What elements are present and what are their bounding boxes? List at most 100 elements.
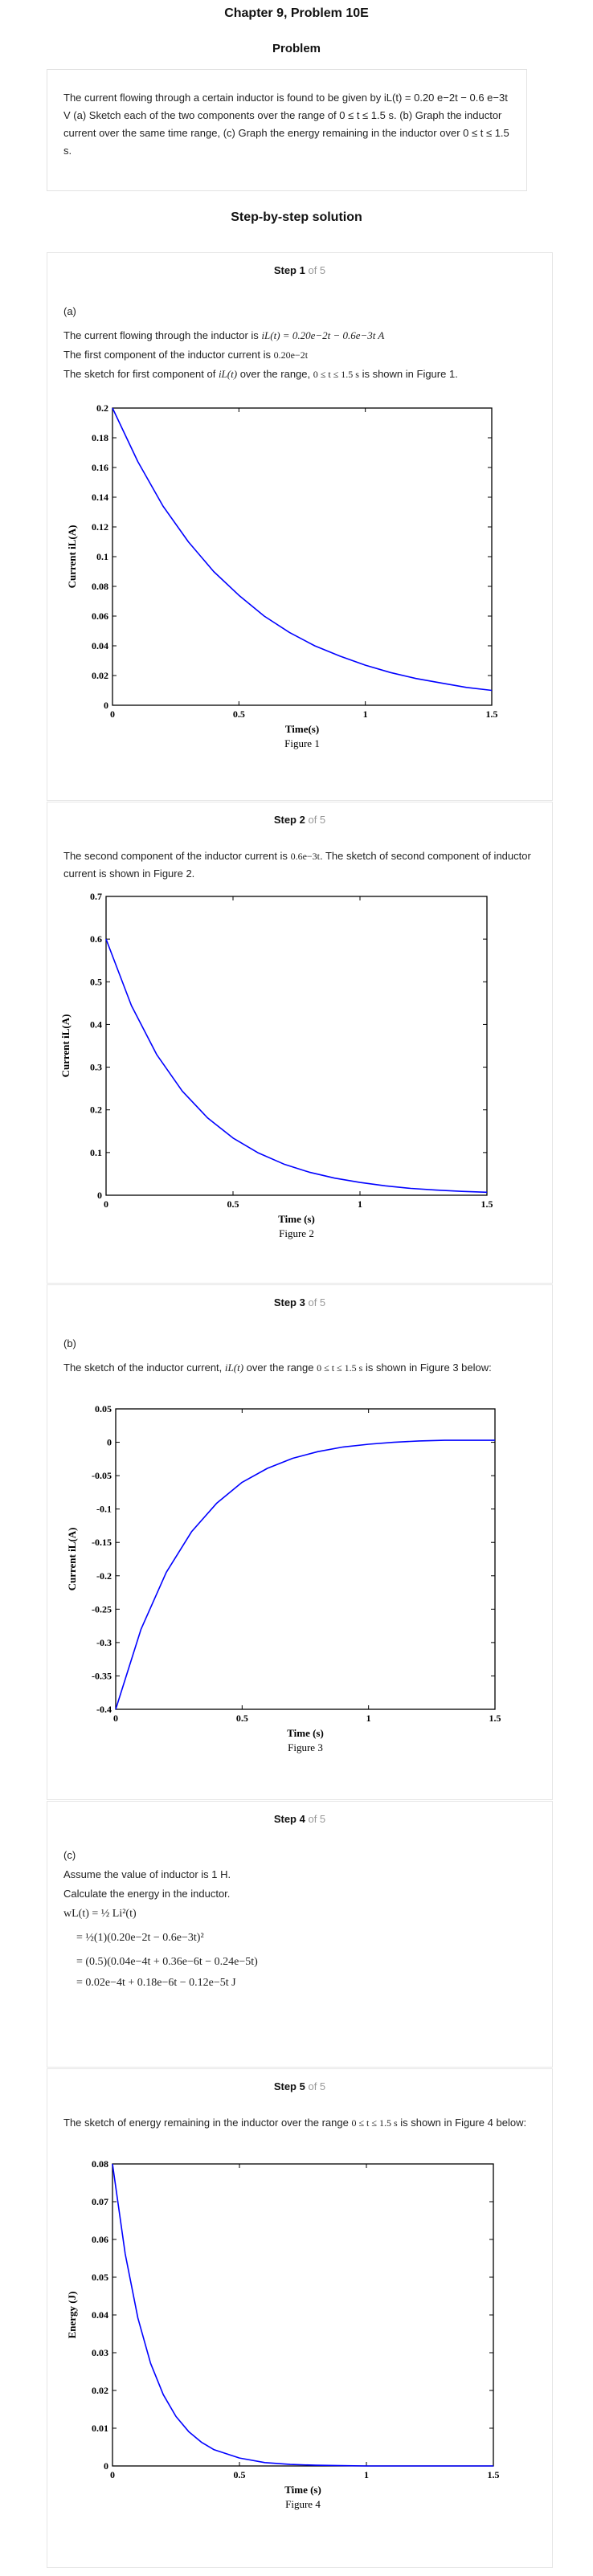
part-label: (a) [63, 305, 76, 317]
x-axis-label: Time (s) [287, 1727, 324, 1739]
figure-4-chart: 0 0.01 0.02 0.03 0.04 0.05 0.06 0.07 0.08 0 0.5 1 1.… [66, 2158, 500, 2510]
y-tick-label: 0.1 [96, 551, 108, 562]
y-tick-label: -0.2 [96, 1570, 112, 1582]
plot-frame [105, 896, 488, 1196]
step-count: of 5 [308, 1813, 326, 1825]
step-number: Step 3 [273, 1296, 305, 1308]
part-label: (c) [63, 1849, 76, 1861]
y-tick-label: 0.3 [90, 1062, 102, 1073]
x-tick-label: 0.5 [236, 1713, 248, 1724]
y-tick-label: -0.1 [96, 1504, 112, 1515]
series-line [105, 938, 488, 1194]
problem-statement-text: The current flowing through a certain in… [63, 92, 509, 157]
y-axis-label: Current iL(A) [66, 1528, 78, 1591]
y-tick-label: -0.3 [96, 1637, 112, 1648]
y-tick-label: -0.35 [92, 1670, 112, 1681]
y-tick-label: 0.04 [92, 2309, 108, 2321]
step-1-line-1: The current flowing through the inductor… [63, 327, 534, 345]
energy-equation-line-4: = 0.02e−4t + 0.18e−6t − 0.12e−5t J [76, 1977, 236, 1989]
y-tick-label: -0.4 [96, 1704, 112, 1715]
x-tick-label: 0 [113, 1713, 118, 1724]
energy-equation-line-3: = (0.5)(0.04e−4t + 0.36e−6t − 0.24e−5t) [76, 1956, 258, 1968]
text: The first component of the inductor curr… [63, 349, 271, 361]
step-3-title: Step 3 of 5 [47, 1296, 552, 1308]
step-count: of 5 [308, 1296, 326, 1308]
y-tick-label: 0.04 [92, 640, 108, 651]
x-tick-label: 1.5 [481, 1198, 493, 1210]
step-5-line-1: The sketch of energy remaining in the in… [63, 2114, 534, 2132]
text: The current flowing through the inductor… [63, 329, 259, 341]
figure-caption: Figure 2 [279, 1227, 314, 1239]
text: over the range, [239, 368, 311, 380]
y-tick-label: 0.07 [92, 2196, 108, 2207]
y-tick-label: -0.05 [92, 1470, 112, 1481]
y-tick-label: 0.6 [90, 933, 102, 945]
y-tick-label: 0.01 [92, 2423, 108, 2434]
step-2-title: Step 2 of 5 [47, 814, 552, 826]
figure-1-chart: 0 0.02 0.04 0.06 0.08 0.1 0.12 0.14 0.16 0.18 0.2 0… [66, 402, 498, 749]
y-tick-label: 0.05 [92, 2272, 108, 2283]
y-tick-label: -0.25 [92, 1603, 112, 1615]
text: The sketch for first component of [63, 368, 216, 380]
step-1-line-2: The first component of the inductor curr… [63, 346, 534, 364]
x-tick-label: 0 [110, 708, 115, 720]
y-tick-label: 0 [104, 2460, 108, 2472]
step-count: of 5 [308, 264, 326, 276]
step-5-title: Step 5 of 5 [47, 2080, 552, 2092]
y-tick-label: 0.18 [92, 432, 108, 443]
energy-equation-line-2: = ½(1)(0.20e−2t − 0.6e−3t)² [76, 1932, 204, 1944]
x-tick-label: 1 [358, 1198, 362, 1210]
problem-statement-box: The current flowing through a certain in… [47, 69, 527, 191]
y-tick-label: 0.08 [92, 2158, 108, 2170]
x-tick-label: 1.5 [486, 708, 498, 720]
y-tick-label: 0.02 [92, 2385, 108, 2396]
x-tick-label: 0.5 [234, 2469, 246, 2480]
text: over the range [246, 1361, 314, 1374]
x-tick-label: 0 [110, 2469, 115, 2480]
step-5-card: Step 5 of 5 The sketch of energy remaini… [47, 2068, 553, 2568]
y-tick-label: 0.1 [90, 1147, 102, 1158]
plot-frame [112, 407, 493, 706]
x-tick-label: 1 [364, 2469, 369, 2480]
figure-caption: Figure 3 [288, 1741, 323, 1753]
step-3-card: Step 3 of 5 (b) The sketch of the induct… [47, 1284, 553, 1800]
step-number: Step 2 [273, 814, 305, 826]
math-expression: 0 ≤ t ≤ 1.5 s [351, 2117, 398, 2129]
chapter-title: Chapter 9, Problem 10E [224, 6, 369, 20]
x-axis-label: Time(s) [285, 723, 319, 735]
y-tick-label: 0 [97, 1190, 102, 1201]
y-tick-label: 0.12 [92, 521, 108, 533]
x-tick-label: 1 [366, 1713, 371, 1724]
step-count: of 5 [308, 814, 326, 826]
math-expression: 0.6e−3t [290, 851, 320, 862]
step-4-card: Step 4 of 5 (c) Assume the value of indu… [47, 1801, 553, 2068]
figure-caption: Figure 4 [285, 2498, 321, 2510]
step-1-card: Step 1 of 5 (a) The current flowing thro… [47, 252, 553, 801]
step-1-title: Step 1 of 5 [47, 264, 552, 276]
x-tick-label: 1.5 [488, 2469, 500, 2480]
step-number: Step 5 [273, 2080, 305, 2092]
figure-2-chart: 0 0.1 0.2 0.3 0.4 0.5 0.6 0.7 0 0.5 1 1.5 Time (s) Fi… [59, 892, 493, 1239]
math-expression: iL(t) = 0.20e−2t − 0.6e−3t A [261, 329, 385, 341]
math-expression: 0 ≤ t ≤ 1.5 s [317, 1362, 363, 1374]
y-tick-label: 0.5 [90, 976, 102, 987]
text: The second component of the inductor cur… [63, 850, 288, 862]
x-tick-label: 1.5 [489, 1713, 501, 1724]
y-tick-label: 0.08 [92, 581, 108, 592]
y-tick-label: 0.4 [90, 1019, 102, 1030]
y-tick-label: 0.2 [96, 402, 108, 414]
energy-equation-line-1: wL(t) = ½ Li²(t) [63, 1908, 137, 1920]
y-axis-label: Current iL(A) [66, 525, 78, 589]
x-axis-label: Time (s) [284, 2484, 321, 2496]
step-2-line-1: The second component of the inductor cur… [63, 847, 534, 883]
y-tick-label: 0.06 [92, 610, 108, 622]
y-tick-label: 0.05 [95, 1403, 112, 1415]
step-2-card: Step 2 of 5 The second component of the … [47, 802, 553, 1284]
y-tick-label: 0.16 [92, 462, 108, 473]
math-expression: 0 ≤ t ≤ 1.5 s [313, 369, 359, 380]
problem-heading: Problem [272, 42, 321, 55]
text: is shown in Figure 4 below: [400, 2117, 527, 2129]
y-axis-label: Energy (J) [66, 2292, 78, 2339]
plot-frame [112, 2163, 494, 2467]
series-line [112, 407, 493, 692]
